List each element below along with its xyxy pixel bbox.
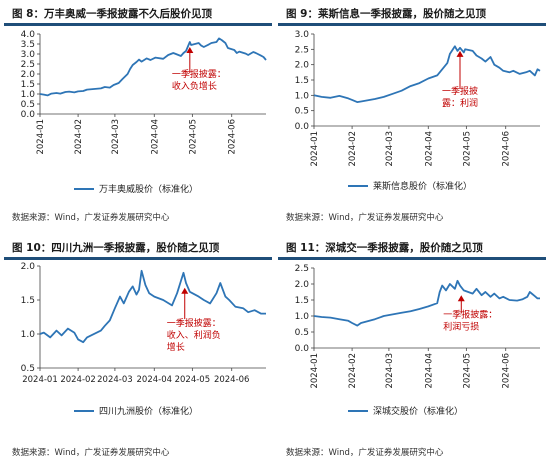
line-chart-shenchengjiao: 0.0 0.5 1.0 1.5 2.0 2.5 2024-01 2024-02 2024-03 2…: [295, 264, 540, 417]
legend-label: 万丰奥威股价（标准化）: [99, 183, 198, 195]
x-tick-label: 2024-04: [424, 131, 434, 167]
chart-title: 图 11：深城交一季报披露，股价随之见顶: [286, 242, 483, 254]
legend-label: 莱斯信息股价（标准化）: [373, 180, 472, 192]
title-rule-thin: [278, 25, 546, 26]
annotation-arrow-head: [181, 287, 189, 294]
annotation-arrow-head: [186, 47, 194, 53]
y-tick-label: 1.0: [295, 312, 310, 322]
x-tick-label: 2024-04: [150, 119, 160, 155]
legend-label: 四川九洲股价（标准化）: [99, 405, 198, 417]
y-tick-label: 1.0: [295, 91, 310, 101]
data-source-note: 数据来源：Wind，广发证券发展研究中心: [12, 213, 170, 223]
y-tick-label: 1.5: [295, 76, 309, 86]
x-tick-label: 2024-01: [310, 131, 320, 167]
y-tick-label: 0.5: [21, 364, 35, 374]
y-tick-label: 2.5: [21, 60, 35, 70]
x-tick-label: 2024-01: [310, 353, 320, 389]
x-tick-label: 2024-05: [175, 375, 211, 385]
title-rule: [4, 257, 272, 259]
annotation-label: 一季报披: [442, 85, 478, 97]
y-tick-label: 0.0: [295, 122, 310, 132]
y-tick-label: 2.0: [21, 262, 36, 272]
title-rule: [4, 23, 272, 25]
annotation-label: 一季报披露：: [443, 309, 497, 321]
panel-title-bar: 图 11：深城交一季报披露，股价随之见顶: [278, 236, 546, 260]
y-tick-label: 2.5: [295, 45, 309, 55]
y-tick-label: 0.0: [21, 110, 36, 120]
x-tick-label: 2024-05: [462, 353, 472, 389]
data-source-note: 数据来源：Wind，广发证券发展研究中心: [286, 213, 444, 223]
annotation-label: 一季报披露：: [172, 68, 226, 80]
x-tick-label: 2024-05: [462, 131, 472, 167]
x-tick-label: 2024-03: [385, 131, 395, 167]
price-series-line: [39, 269, 266, 344]
data-source-note: 数据来源：Wind，广发证券发展研究中心: [286, 448, 444, 458]
title-rule: [278, 23, 546, 25]
y-tick-label: 0.5: [295, 107, 309, 117]
x-tick-label: 2024-06: [502, 131, 512, 167]
x-tick-label: 2024-03: [385, 353, 395, 389]
chart-title: 图 10：四川九洲一季报披露，股价随之见顶: [12, 242, 220, 254]
x-tick-label: 2024-03: [111, 119, 121, 155]
annotation-label: 一季报披露：: [167, 317, 221, 329]
y-tick-label: 1.5: [21, 80, 35, 90]
title-rule-thin: [4, 25, 272, 26]
chart-panel-laisi: 图 9：莱斯信息一季报披露，股价随之见顶 0.0 0.5 1.0 1.5 2.0 2.5 3…: [278, 2, 546, 234]
title-rule: [278, 257, 546, 259]
y-tick-label: 4.0: [21, 30, 36, 40]
panel-title-bar: 图 10：四川九洲一季报披露，股价随之见顶: [4, 236, 272, 260]
price-series-line: [313, 279, 540, 327]
y-tick-label: 1.5: [21, 296, 35, 306]
chart-panel-shenchengjiao: 图 11：深城交一季报披露，股价随之见顶 0.0 0.5 1.0 1.5 2.0 2.5 2…: [278, 236, 546, 468]
x-tick-label: 2024-03: [97, 375, 133, 385]
chart-panel-wanfeng: 图 8：万丰奥威一季报披露不久后股价见顶 0.0 0.5 1.0 1.5 2.0 2.5 3…: [4, 2, 272, 234]
x-tick-label: 2024-06: [228, 119, 238, 155]
y-tick-label: 2.5: [295, 264, 309, 274]
y-tick-label: 0.5: [21, 100, 35, 110]
annotation-label: 收入、利润负: [167, 329, 221, 341]
title-rule-thin: [4, 259, 272, 260]
price-series-line: [39, 37, 267, 97]
x-tick-label: 2024-02: [348, 131, 358, 167]
y-tick-label: 1.5: [295, 296, 309, 306]
y-tick-label: 1.0: [21, 330, 36, 340]
annotation-label: 利润亏损: [443, 321, 479, 333]
annotation-label: 收入负增长: [172, 80, 217, 92]
title-rule-thin: [278, 259, 546, 260]
y-tick-label: 3.5: [21, 40, 35, 50]
x-tick-label: 2024-02: [348, 353, 358, 389]
y-tick-label: 1.0: [21, 90, 36, 100]
x-tick-label: 2024-01: [36, 119, 46, 155]
y-tick-label: 0.5: [295, 328, 309, 338]
x-tick-label: 2024-04: [424, 353, 434, 389]
x-tick-label: 2024-04: [137, 375, 173, 385]
panel-title-bar: 图 9：莱斯信息一季报披露，股价随之见顶: [278, 2, 546, 26]
data-source-note: 数据来源：Wind，广发证券发展研究中心: [12, 448, 170, 458]
chart-panel-sichuan-jiuzhou: 图 10：四川九洲一季报披露，股价随之见顶 0.5 1.0 1.5 2.0 2024-0…: [4, 236, 272, 468]
y-tick-label: 3.0: [295, 30, 310, 40]
price-series-line: [313, 45, 541, 103]
x-tick-label: 2024-06: [502, 353, 512, 389]
y-tick-label: 0.0: [295, 344, 310, 354]
annotation-arrow-head: [456, 50, 464, 57]
x-tick-label: 2024-02: [74, 119, 84, 155]
legend-label: 深城交股价（标准化）: [373, 405, 463, 417]
annotation-arrow-head: [457, 295, 465, 302]
chart-title: 图 9：莱斯信息一季报披露，股价随之见顶: [286, 8, 486, 20]
chart-title: 图 8：万丰奥威一季报披露不久后股价见顶: [12, 8, 212, 20]
x-tick-label: 2024-02: [60, 375, 96, 385]
y-tick-label: 2.0: [295, 280, 310, 290]
y-tick-label: 3.0: [21, 50, 36, 60]
line-chart-sichuan-jiuzhou: 0.5 1.0 1.5 2.0 2024-01 2024-02 2024-03 2024-04…: [21, 262, 266, 417]
annotation-label: 露：利润: [442, 97, 478, 109]
y-tick-label: 2.0: [21, 70, 36, 80]
line-chart-wanfeng: 0.00.51.01.52.02.53.03.54.0 2024-01 2024-0…: [21, 30, 267, 195]
panel-title-bar: 图 8：万丰奥威一季报披露不久后股价见顶: [4, 2, 272, 26]
y-tick-label: 2.0: [295, 61, 310, 71]
x-tick-label: 2024-01: [22, 375, 58, 385]
annotation-label: 增长: [167, 341, 185, 353]
x-tick-label: 2024-06: [214, 375, 250, 385]
x-tick-label: 2024-05: [188, 119, 198, 155]
line-chart-laisi: 0.0 0.5 1.0 1.5 2.0 2.5 3.0 2024-01 2024-02 2024-…: [295, 30, 541, 192]
